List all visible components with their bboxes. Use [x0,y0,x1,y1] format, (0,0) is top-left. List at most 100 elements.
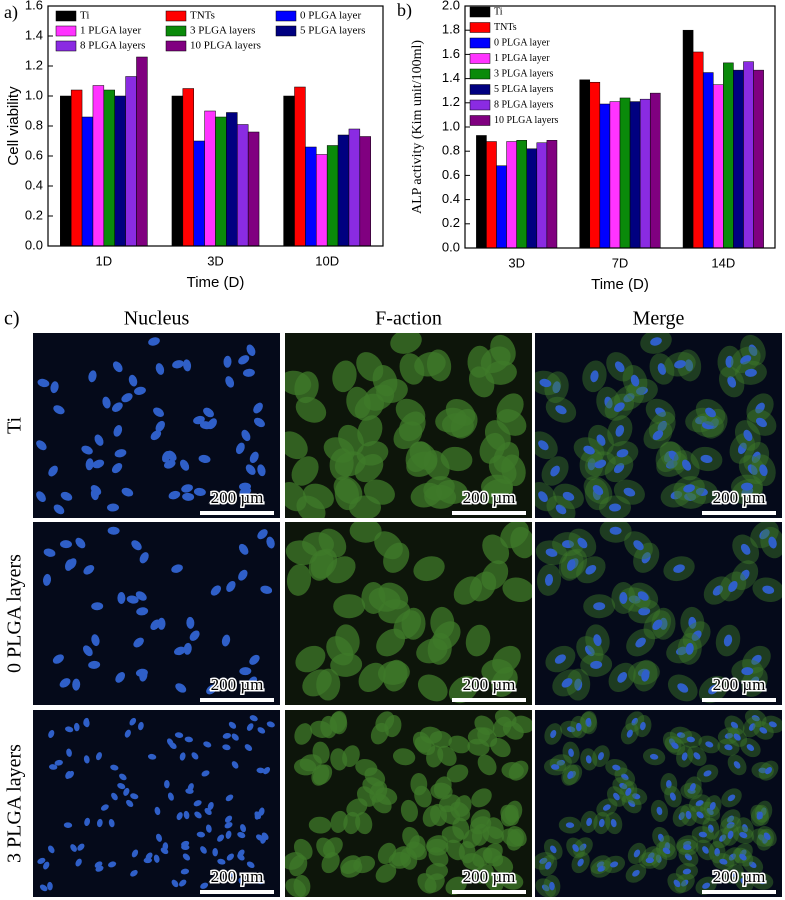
actin [445,398,476,426]
nucleus [126,799,134,807]
nucleus [577,858,584,867]
nucleus [671,742,679,750]
nucleus [640,721,646,731]
bar [639,98,651,249]
nucleus [63,822,73,828]
nucleus [759,727,768,734]
column-header: Merge [633,308,685,330]
nucleus [130,869,138,877]
nucleus [585,755,592,764]
nucleus [572,844,579,852]
y-tick-label: 1.2 [25,57,43,72]
actin [508,760,529,781]
nucleus [238,877,246,886]
nucleus [652,430,664,441]
nucleus [597,865,606,872]
nucleus [657,420,667,432]
nucleus [43,861,50,870]
nucleus [637,591,649,601]
actin [501,872,524,890]
scale-bar [200,511,274,515]
nucleus [111,463,123,474]
nucleus [139,669,148,682]
nucleus [689,783,696,792]
actin [286,563,312,596]
nucleus [247,676,258,688]
nucleus [685,359,694,372]
nucleus [668,450,679,462]
nucleus [193,800,202,807]
nucleus [66,748,72,757]
bar [546,140,558,249]
nucleus [762,585,775,594]
nucleus [168,490,181,500]
actin [477,727,498,747]
nucleus [228,721,237,729]
nucleus [539,378,552,388]
actin [293,874,311,897]
nucleus [60,540,73,549]
nucleus [619,783,628,790]
panel-label: b) [397,0,412,21]
x-tick-label: 3D [207,253,224,268]
nucleus [562,491,575,501]
nucleus [128,374,138,387]
actin [462,853,485,871]
nucleus [255,878,265,885]
nucleus [691,630,702,641]
column-header: Nucleus [124,308,190,330]
legend-label: 5 PLGA layers [300,25,365,37]
actin [294,723,313,745]
actin [429,730,452,748]
nucleus [593,602,606,611]
nucleus [39,884,48,892]
nucleus [174,646,186,656]
nucleus [655,854,662,863]
nucleus [194,811,202,819]
bar [226,112,238,247]
nucleus [231,733,239,741]
actin [423,450,450,481]
cells [535,522,782,704]
bar [649,92,661,249]
nucleus [48,764,58,770]
nucleus [245,464,256,475]
nucleus [52,654,64,664]
actin [481,474,514,499]
x-axis-label: Time (D) [187,274,245,291]
nucleus [676,732,686,738]
nucleus [586,817,593,827]
legend-swatch [275,25,297,37]
nucleus [83,717,90,727]
nucleus [48,465,58,477]
actin [312,741,330,764]
row-label: Ti [4,417,26,435]
bar [692,51,704,249]
nucleus [75,537,86,549]
nucleus [91,634,100,647]
nucleus [88,660,101,669]
nucleus [249,715,258,722]
nucleus [113,425,123,437]
nucleus [249,451,259,464]
nucleus [756,811,763,820]
nucleus [764,767,773,775]
nucleus [148,337,160,346]
nucleus [609,503,622,512]
nucleus [743,429,753,442]
nucleus [597,752,604,761]
nucleus [702,846,709,854]
nucleus [751,654,762,665]
plot-frame [47,5,384,247]
scale-bar-label: 200 µm [463,488,516,507]
row-label: 0 PLGA layers [4,554,26,673]
actin [285,431,308,460]
legend-swatch [469,6,491,18]
nucleus [617,672,628,683]
nucleus [37,378,50,388]
nucleus [83,564,95,575]
legend-label: 8 PLGA layers [80,40,145,52]
nucleus [685,810,692,820]
nucleus [155,420,165,432]
nucleus [708,684,719,695]
